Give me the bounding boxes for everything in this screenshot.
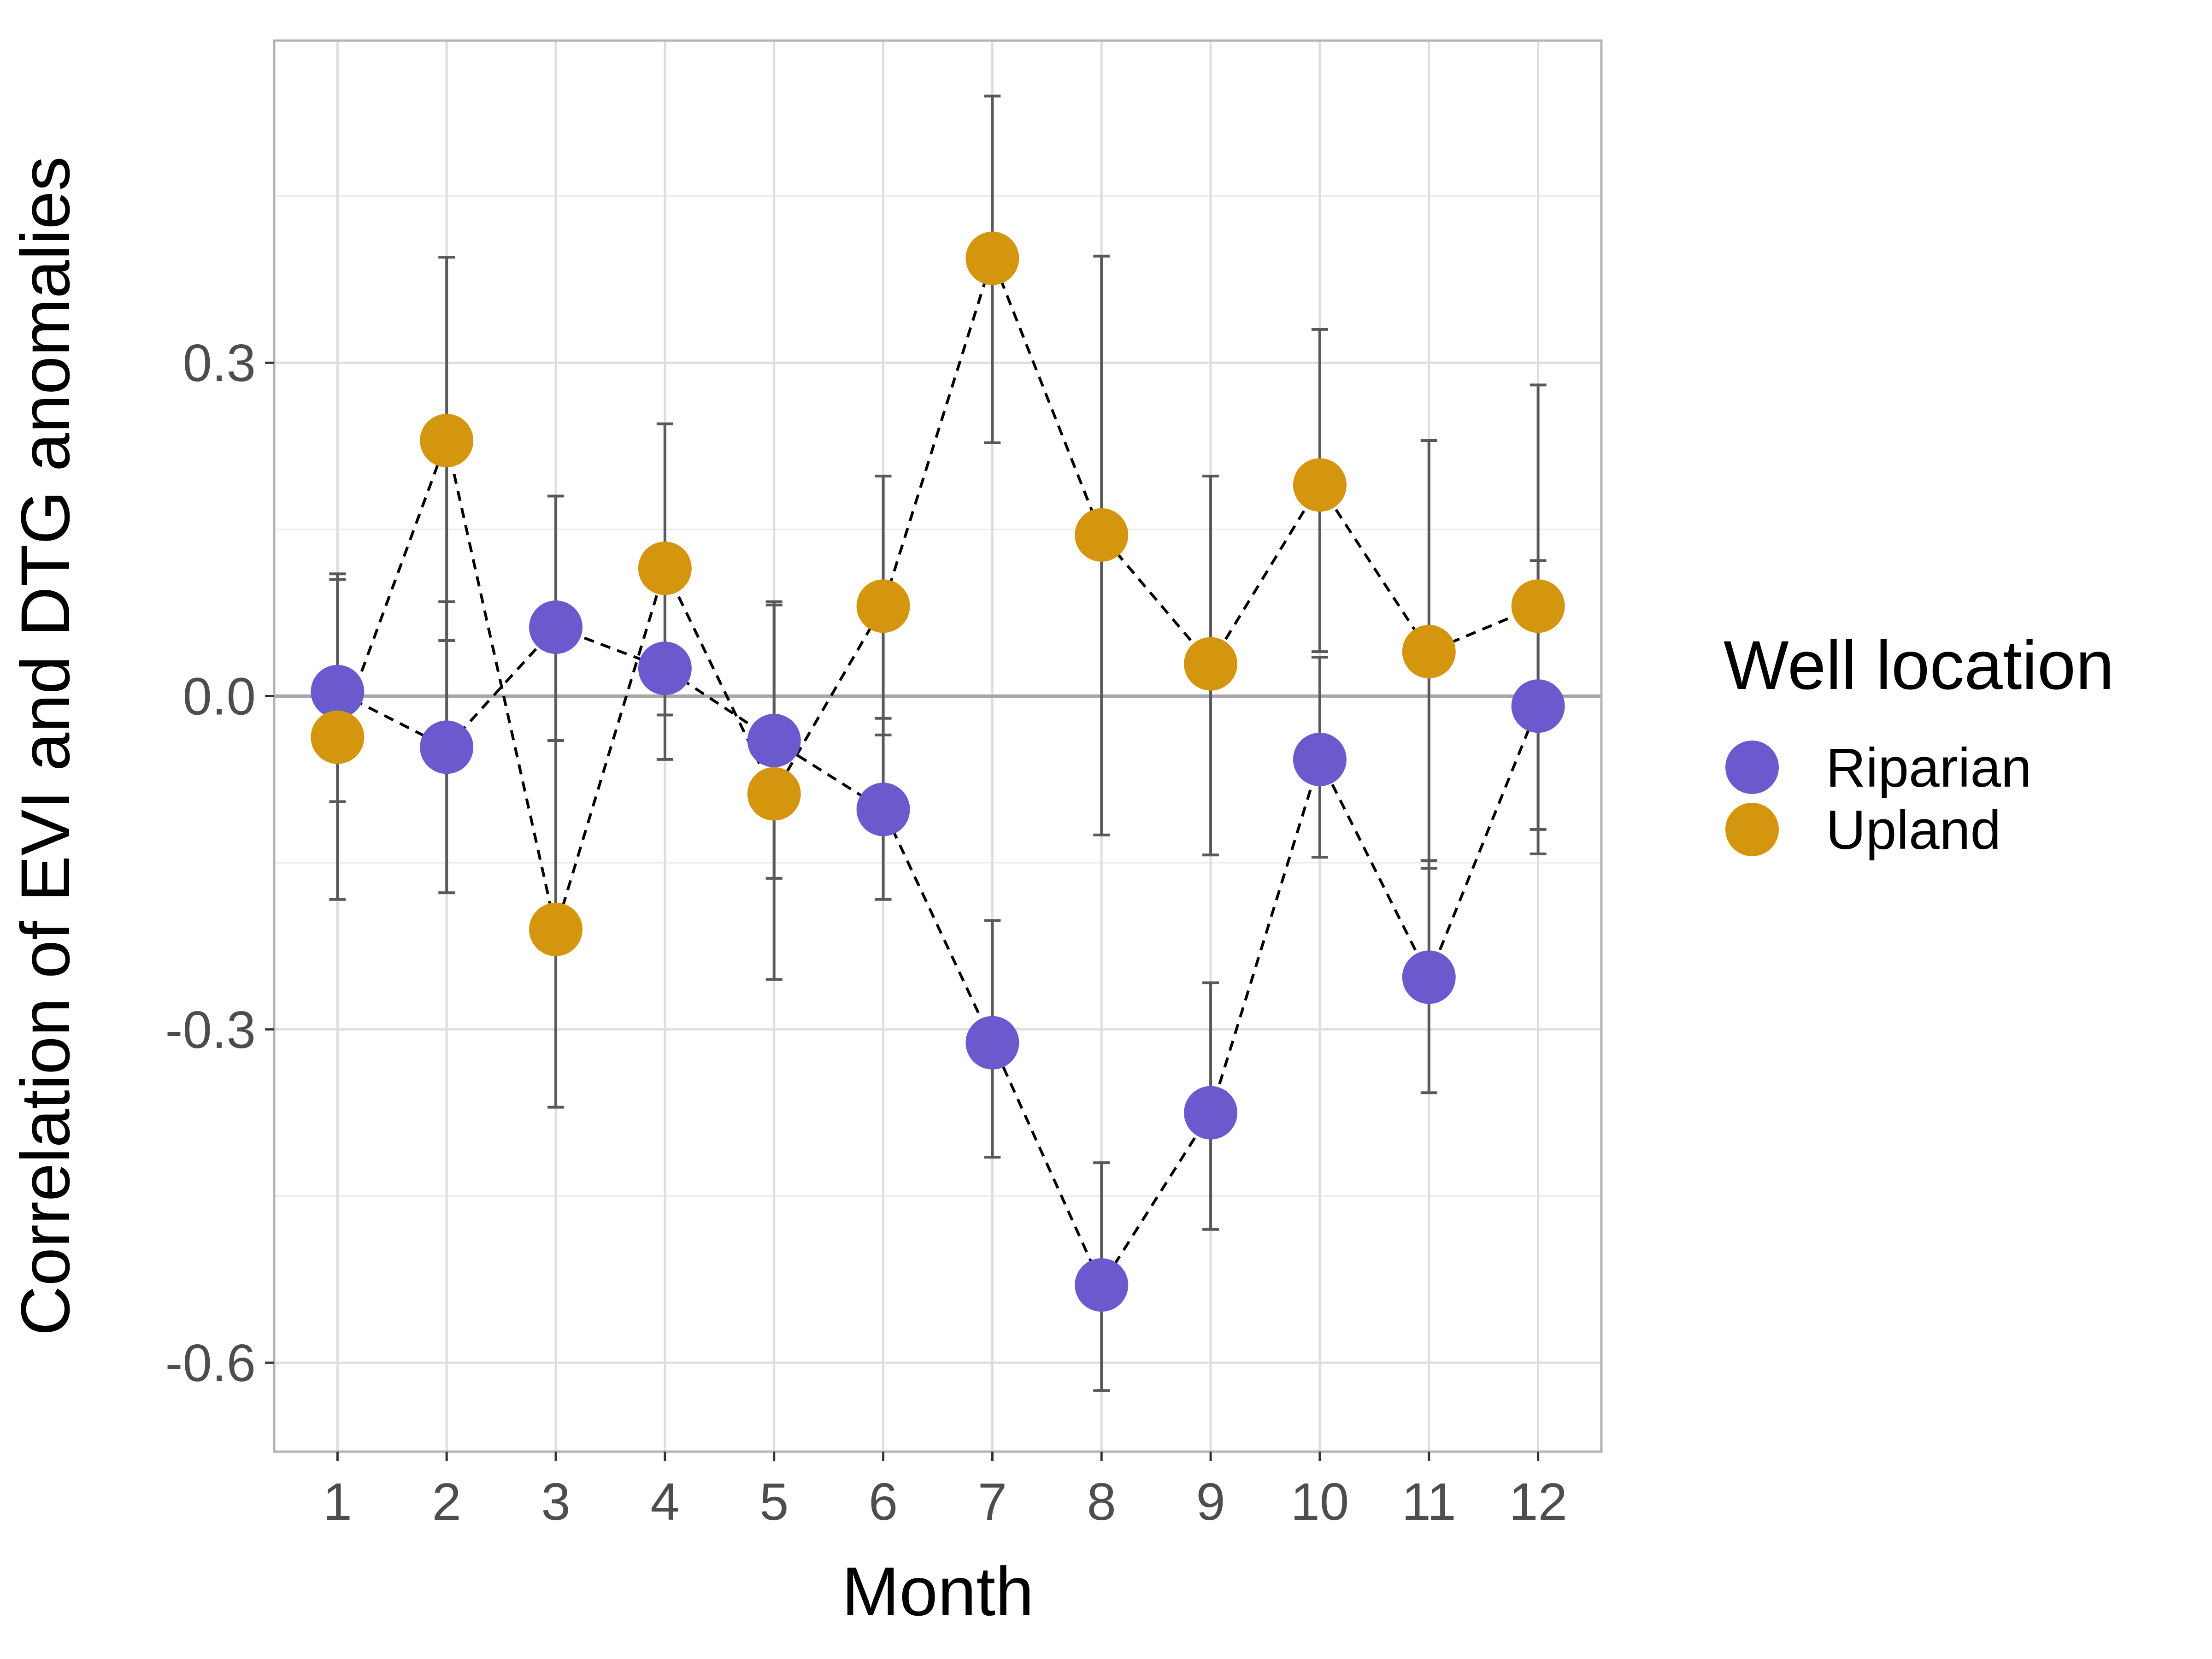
x-tick-label: 2 [432, 1473, 461, 1531]
point-upland [1184, 637, 1238, 691]
series-line-riparian [337, 625, 1540, 1288]
point-riparian [420, 720, 474, 774]
x-tick-label: 5 [759, 1473, 788, 1531]
point-upland [638, 541, 692, 595]
x-axis-ticks: 1 2 3 4 5 6 7 8 9 10 11 12 [323, 1452, 1567, 1531]
x-tick-label: 3 [541, 1473, 570, 1531]
legend-item-riparian: Riparian [1725, 737, 2032, 799]
point-riparian [1511, 679, 1565, 733]
y-axis-ticks: -0.6 -0.3 0.0 0.3 [165, 334, 274, 1393]
point-riparian [311, 665, 365, 718]
point-upland [420, 413, 474, 467]
point-riparian [965, 1016, 1019, 1070]
point-upland [529, 902, 583, 956]
error-bar-upland [547, 494, 565, 1109]
y-tick-label: 0.3 [183, 334, 256, 393]
y-tick-label: 0.0 [183, 668, 256, 726]
point-upland [1293, 458, 1347, 512]
point-upland [1402, 625, 1456, 679]
x-tick-label: 7 [978, 1473, 1007, 1531]
point-riparian [529, 600, 583, 654]
y-tick-label: -0.3 [165, 1001, 256, 1059]
series-line-upland [336, 254, 1539, 935]
legend-item-upland: Upland [1725, 799, 2001, 861]
points [311, 231, 1565, 1312]
y-tick-label: -0.6 [165, 1334, 256, 1393]
point-riparian [1402, 950, 1456, 1004]
point-riparian [1184, 1086, 1238, 1140]
x-tick-label: 10 [1291, 1473, 1349, 1531]
x-tick-label: 4 [650, 1473, 679, 1531]
point-upland [747, 767, 801, 821]
x-tick-label: 9 [1196, 1473, 1225, 1531]
panel-border [273, 39, 1603, 1453]
point-riparian [747, 713, 801, 767]
point-riparian [1293, 732, 1347, 786]
point-upland [1511, 579, 1565, 633]
point-riparian [638, 641, 692, 695]
x-tick-label: 12 [1509, 1473, 1567, 1531]
x-tick-label: 8 [1087, 1473, 1116, 1531]
x-tick-label: 1 [323, 1473, 352, 1531]
x-tick-label: 6 [869, 1473, 898, 1531]
x-axis-title: Month [842, 1553, 1034, 1630]
grid-minor [274, 195, 1601, 1197]
series-lines [336, 254, 1540, 1288]
x-tick-label: 11 [1402, 1473, 1456, 1531]
legend-label-riparian: Riparian [1826, 737, 2032, 799]
legend-swatch-upland [1725, 803, 1779, 856]
point-riparian [1075, 1258, 1129, 1312]
legend-label-upland: Upland [1826, 799, 2001, 861]
point-riparian [856, 782, 910, 836]
point-upland [1075, 508, 1129, 562]
legend-title: Well location [1724, 626, 2114, 704]
point-upland [856, 579, 910, 633]
point-upland [965, 231, 1019, 285]
legend-swatch-riparian [1725, 741, 1779, 794]
y-axis-title: Correlation of EVI and DTG anomalies [6, 156, 84, 1336]
point-upland [311, 710, 365, 764]
